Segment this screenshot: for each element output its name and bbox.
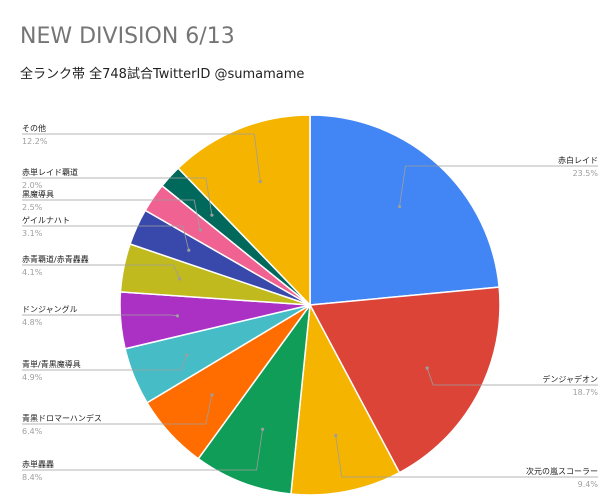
slice-label: 赤白レイド	[558, 155, 598, 165]
leader-dot	[258, 180, 262, 184]
slice-label: ドンジャングル	[22, 304, 78, 314]
leader-line	[22, 177, 213, 216]
pie-leader-lines	[22, 133, 598, 478]
leader-line	[22, 429, 263, 471]
pie-labels: 赤白レイド 23.5% デンジャデオン 18.7% 次元の嵐スコーラー 9.4% 赤単轟轟 8…	[22, 123, 598, 489]
leader-line	[22, 264, 180, 279]
slice-label: デンジャデオン	[542, 374, 598, 384]
slice-label: 青単/青黒魔導具	[22, 359, 81, 369]
chart-title: NEW DIVISION 6/13	[20, 24, 235, 49]
slice-label: 赤単レイド覇道	[22, 167, 78, 177]
slice-percent-label: 3.1%	[22, 229, 43, 238]
slice-percent-label: 4.1%	[22, 268, 43, 277]
leader-dot	[425, 366, 429, 370]
slice-label: 赤青覇道/赤青轟轟	[22, 254, 89, 264]
slice-percent-label: 6.4%	[22, 427, 43, 436]
leader-dot	[397, 205, 402, 209]
leader-line	[22, 199, 201, 230]
slice-percent-label: 23.5%	[573, 169, 599, 178]
leader-line	[335, 435, 598, 478]
slice-percent-label: 4.8%	[22, 318, 43, 327]
slice-label: その他	[22, 123, 46, 133]
leader-line	[399, 165, 598, 207]
pie-slices	[119, 114, 501, 496]
pie-slice	[309, 114, 500, 306]
slice-percent-label: 8.4%	[22, 473, 43, 482]
slice-percent-label: 4.9%	[22, 373, 43, 382]
pie-slice	[290, 302, 401, 496]
leader-line	[22, 354, 188, 371]
pie-slice	[308, 286, 501, 474]
leader-dot	[334, 433, 338, 438]
leader-line	[22, 133, 261, 182]
slice-label: 次元の嵐スコーラー	[526, 466, 598, 476]
leader-line	[22, 394, 213, 425]
leader-dot	[178, 277, 182, 281]
slice-percent-label: 2.5%	[22, 203, 43, 212]
pie-slice	[177, 114, 311, 307]
chart-subtitle: 全ランク帯 全748試合TwitterID @sumamame	[20, 67, 305, 82]
slice-label: 黒魔導具	[22, 189, 54, 199]
slice-percent-label: 2.0%	[22, 181, 43, 190]
slice-label: 赤単轟轟	[22, 459, 54, 469]
slice-percent-label: 18.7%	[573, 388, 599, 397]
slice-percent-label: 9.4%	[578, 480, 599, 489]
leader-dot	[175, 314, 180, 318]
slice-label: 青黒ドロマーハンデス	[22, 413, 102, 423]
leader-dot	[261, 427, 265, 431]
leader-line	[22, 314, 178, 317]
pie-slice	[197, 302, 312, 495]
slice-label: ゲイルナハト	[22, 215, 70, 225]
slice-percent-label: 12.2%	[22, 137, 48, 146]
leader-dot	[198, 228, 202, 232]
leader-line	[22, 225, 190, 251]
leader-line	[426, 367, 598, 386]
